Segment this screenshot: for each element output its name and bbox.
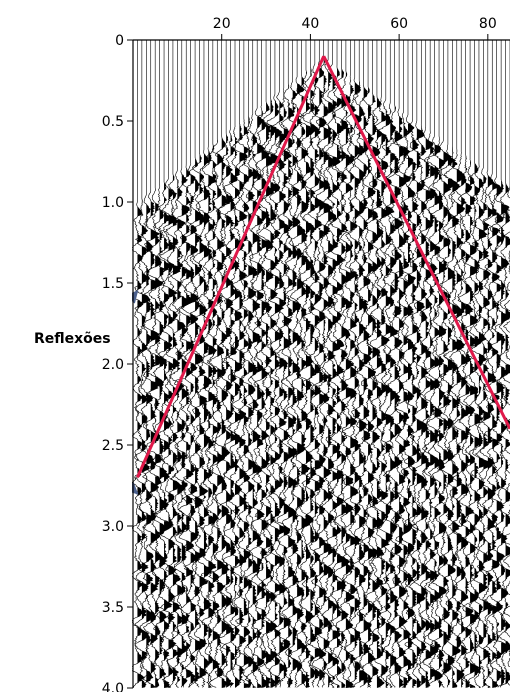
trace-74 <box>452 40 469 688</box>
trace-84 <box>497 40 510 688</box>
first-break-lines <box>136 55 510 479</box>
trace-32 <box>265 40 285 689</box>
x-tick-label-80: 80 <box>479 16 497 32</box>
left-margin <box>0 0 132 692</box>
trace-7 <box>154 40 174 688</box>
trace-41 <box>306 40 324 688</box>
trace-12 <box>177 40 195 688</box>
y-tick-label-4.0: 4.0 <box>102 681 124 692</box>
trace-28 <box>247 40 266 689</box>
trace-49 <box>342 40 359 688</box>
x-tick-label-20: 20 <box>213 16 231 32</box>
x-tick-label-60: 60 <box>390 16 408 32</box>
trace-40 <box>301 40 317 688</box>
trace-24 <box>230 40 249 688</box>
trace-69 <box>429 40 448 688</box>
first-break-line-right <box>322 55 510 430</box>
y-tick-label-0: 0 <box>115 33 124 49</box>
y-tick-label-1.0: 1.0 <box>102 195 124 211</box>
y-tick-label-3.5: 3.5 <box>102 600 124 616</box>
trace-75 <box>457 40 475 689</box>
trace-79 <box>474 40 493 688</box>
trace-3 <box>138 40 155 688</box>
y-tick-label-1.5: 1.5 <box>102 276 124 292</box>
trace-73 <box>448 40 465 688</box>
trace-27 <box>244 40 262 689</box>
trace-76 <box>461 40 479 688</box>
y-tick-label-0.5: 0.5 <box>102 114 124 130</box>
trace-30 <box>257 40 275 688</box>
trace-65 <box>412 40 429 688</box>
trace-1 <box>129 40 145 688</box>
trace-37 <box>288 40 306 688</box>
x-tick-label-40: 40 <box>301 16 319 32</box>
trace-2 <box>134 40 151 688</box>
trace-21 <box>217 40 234 688</box>
trace-48 <box>337 40 355 688</box>
first-break-line-left <box>136 55 326 479</box>
top-margin <box>132 0 510 39</box>
trace-81 <box>483 40 501 688</box>
annotation-label-reflexoes: Reflexões <box>34 331 111 347</box>
seismic-traces <box>129 40 510 689</box>
trace-26 <box>239 40 257 688</box>
trace-8 <box>159 40 178 688</box>
trace-36 <box>283 40 302 688</box>
trace-19 <box>207 40 226 688</box>
trace-4 <box>141 40 160 688</box>
trace-70 <box>434 40 452 688</box>
trace-59 <box>386 40 404 689</box>
trace-9 <box>164 40 182 688</box>
trace-5 <box>146 40 164 688</box>
trace-20 <box>213 40 231 688</box>
trace-61 <box>394 40 412 688</box>
trace-16 <box>195 40 213 688</box>
trace-83 <box>493 40 510 688</box>
trace-22 <box>221 40 239 688</box>
trace-35 <box>280 40 298 688</box>
trace-46 <box>328 40 346 689</box>
y-tick-label-2.5: 2.5 <box>102 438 124 454</box>
trace-29 <box>253 40 271 688</box>
trace-63 <box>403 40 420 689</box>
trace-53 <box>360 40 377 688</box>
trace-56 <box>372 40 390 688</box>
y-tick-label-3.0: 3.0 <box>102 519 124 535</box>
trace-34 <box>275 40 293 688</box>
trace-62 <box>399 40 417 688</box>
trace-17 <box>199 40 218 688</box>
trace-10 <box>168 40 186 688</box>
trace-14 <box>187 40 204 688</box>
trace-78 <box>470 40 489 689</box>
y-tick-label-2.0: 2.0 <box>102 357 124 373</box>
trace-82 <box>488 40 506 688</box>
